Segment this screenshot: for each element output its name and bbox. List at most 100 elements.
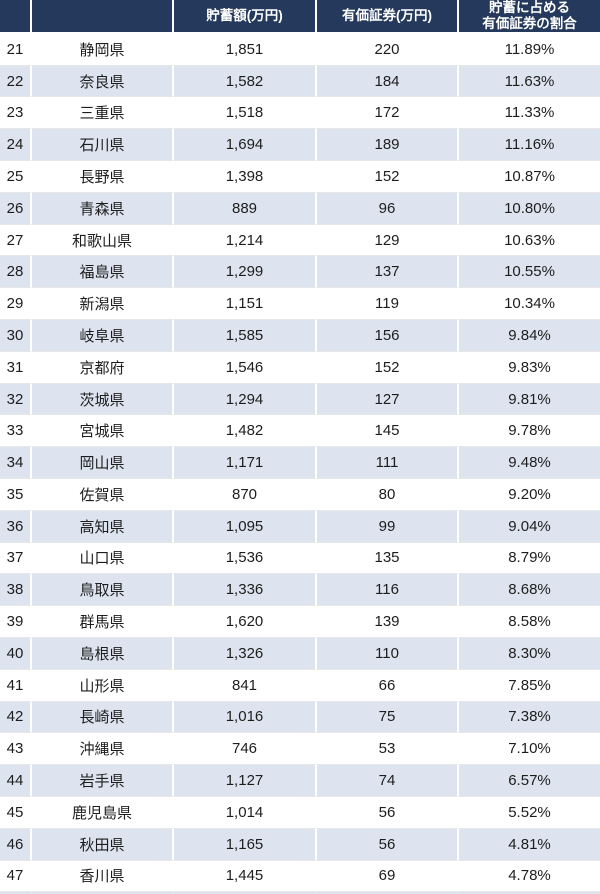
securities-cell: 220	[317, 33, 459, 66]
rank-cell: 40	[0, 637, 32, 670]
rank-cell: 27	[0, 224, 32, 257]
securities-cell: 135	[317, 542, 459, 575]
rank-cell: 30	[0, 320, 32, 352]
securities-cell: 111	[317, 447, 459, 479]
header-prefecture	[32, 0, 174, 34]
rank-cell: 45	[0, 796, 32, 829]
savings-cell: 1,294	[174, 383, 317, 416]
prefecture-cell: 山口県	[32, 542, 174, 575]
prefecture-cell: 群馬県	[32, 606, 174, 638]
table-row: 43 沖縄県 746 53 7.10%	[0, 733, 600, 766]
rank-cell: 32	[0, 383, 32, 416]
ratio-cell: 11.63%	[459, 65, 600, 98]
ratio-cell: 9.81%	[459, 383, 600, 416]
table-row: 24 石川県 1,694 189 11.16%	[0, 129, 600, 162]
table-row: 47 香川県 1,445 69 4.78%	[0, 860, 600, 893]
savings-cell: 1,326	[174, 637, 317, 670]
rank-cell: 21	[0, 33, 32, 66]
prefecture-cell: 新潟県	[32, 288, 174, 321]
rank-cell: 24	[0, 129, 32, 162]
savings-cell: 841	[174, 669, 317, 702]
ratio-cell: 8.68%	[459, 574, 600, 607]
partial-next-row	[0, 892, 600, 894]
securities-cell: 110	[317, 637, 459, 670]
ratio-cell: 7.85%	[459, 669, 600, 702]
rank-cell: 36	[0, 510, 32, 543]
prefecture-cell: 石川県	[32, 129, 174, 162]
ratio-cell: 10.34%	[459, 288, 600, 321]
prefecture-cell: 鹿児島県	[32, 796, 174, 829]
ratio-cell: 4.78%	[459, 860, 600, 893]
prefecture-cell: 岩手県	[32, 765, 174, 797]
securities-cell: 56	[317, 796, 459, 829]
table-row: 45 鹿児島県 1,014 56 5.52%	[0, 796, 600, 829]
prefecture-cell: 長野県	[32, 161, 174, 193]
ratio-cell: 9.84%	[459, 320, 600, 352]
securities-cell: 172	[317, 97, 459, 130]
ratio-cell: 8.58%	[459, 606, 600, 638]
rank-cell: 42	[0, 701, 32, 734]
savings-cell: 889	[174, 192, 317, 225]
prefecture-cell: 福島県	[32, 256, 174, 289]
savings-cell: 1,336	[174, 574, 317, 607]
savings-cell: 1,398	[174, 161, 317, 193]
securities-cell: 152	[317, 161, 459, 193]
prefecture-cell: 茨城県	[32, 383, 174, 416]
prefecture-cell: 京都府	[32, 351, 174, 384]
rank-cell: 47	[0, 860, 32, 893]
prefecture-cell: 岐阜県	[32, 320, 174, 352]
securities-cell: 137	[317, 256, 459, 289]
rank-cell: 43	[0, 733, 32, 766]
savings-cell: 1,694	[174, 129, 317, 162]
prefecture-cell: 沖縄県	[32, 733, 174, 766]
savings-cell: 1,585	[174, 320, 317, 352]
table-row: 38 鳥取県 1,336 116 8.68%	[0, 574, 600, 607]
savings-cell: 1,482	[174, 415, 317, 448]
securities-cell: 129	[317, 224, 459, 257]
savings-cell: 1,582	[174, 65, 317, 98]
ratio-cell: 5.52%	[459, 796, 600, 829]
ratio-cell: 9.20%	[459, 479, 600, 511]
table-row: 41 山形県 841 66 7.85%	[0, 669, 600, 702]
ratio-cell: 9.78%	[459, 415, 600, 448]
table-row: 35 佐賀県 870 80 9.20%	[0, 479, 600, 511]
table-row: 32 茨城県 1,294 127 9.81%	[0, 383, 600, 416]
rank-cell: 28	[0, 256, 32, 289]
ratio-cell: 9.48%	[459, 447, 600, 479]
securities-cell: 145	[317, 415, 459, 448]
rank-cell: 34	[0, 447, 32, 479]
ratio-cell: 10.80%	[459, 192, 600, 225]
table-row: 40 島根県 1,326 110 8.30%	[0, 637, 600, 670]
savings-cell: 1,445	[174, 860, 317, 893]
table-row: 31 京都府 1,546 152 9.83%	[0, 351, 600, 384]
table-row: 28 福島県 1,299 137 10.55%	[0, 256, 600, 289]
rank-cell: 39	[0, 606, 32, 638]
savings-cell: 1,095	[174, 510, 317, 543]
securities-cell: 69	[317, 860, 459, 893]
securities-cell: 66	[317, 669, 459, 702]
savings-cell: 1,518	[174, 97, 317, 130]
savings-cell: 1,127	[174, 765, 317, 797]
rank-cell: 23	[0, 97, 32, 130]
prefecture-cell: 青森県	[32, 192, 174, 225]
prefecture-cell: 長崎県	[32, 701, 174, 734]
savings-cell: 1,151	[174, 288, 317, 321]
table-row: 25 長野県 1,398 152 10.87%	[0, 161, 600, 193]
prefecture-cell: 高知県	[32, 510, 174, 543]
table-row: 27 和歌山県 1,214 129 10.63%	[0, 224, 600, 257]
ratio-cell: 8.30%	[459, 637, 600, 670]
ratio-cell: 10.55%	[459, 256, 600, 289]
savings-cell: 746	[174, 733, 317, 766]
ratio-cell: 11.89%	[459, 33, 600, 66]
table-row: 26 青森県 889 96 10.80%	[0, 192, 600, 225]
table-row: 39 群馬県 1,620 139 8.58%	[0, 606, 600, 638]
securities-cell: 96	[317, 192, 459, 225]
securities-cell: 75	[317, 701, 459, 734]
prefecture-cell: 佐賀県	[32, 479, 174, 511]
ratio-cell: 10.63%	[459, 224, 600, 257]
securities-cell: 152	[317, 351, 459, 384]
ratio-cell: 10.87%	[459, 161, 600, 193]
rank-cell: 25	[0, 161, 32, 193]
